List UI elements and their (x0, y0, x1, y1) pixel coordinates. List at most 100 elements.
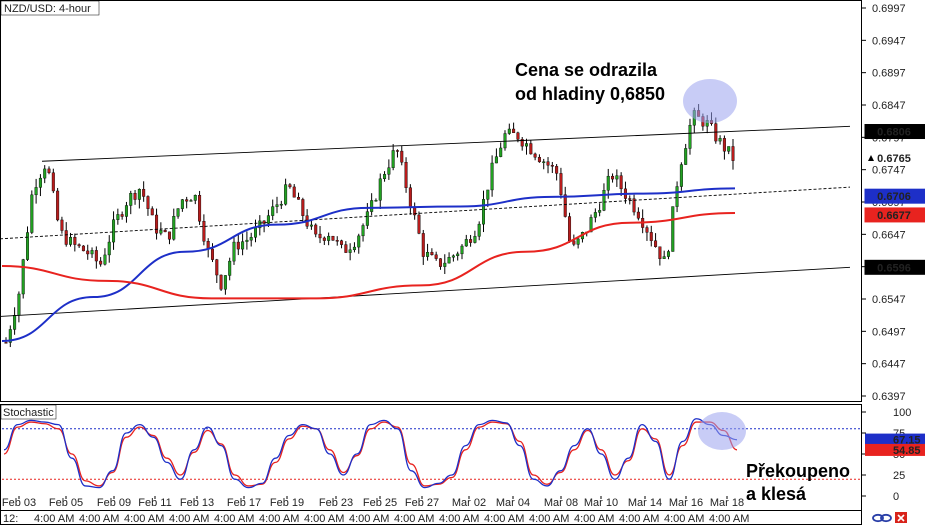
candle-body (645, 227, 649, 233)
candle-body (292, 186, 296, 198)
time-label: 4:00 AM (304, 513, 344, 525)
candle (525, 138, 529, 155)
candle (219, 274, 223, 291)
candle-body (314, 224, 318, 235)
candle-body (542, 161, 546, 163)
candle-body (202, 220, 206, 242)
price-tick-label: 0.6497 (872, 326, 906, 338)
candle-body (81, 245, 85, 252)
date-tick-label: Feb 05 (49, 497, 83, 509)
candle-body (124, 205, 128, 217)
candle-body (129, 193, 133, 206)
stochastic-tick-label: 100 (893, 407, 911, 419)
candle (198, 190, 202, 225)
candle (99, 257, 103, 267)
candle (322, 236, 326, 245)
time-label: 4:00 AM (34, 513, 74, 525)
candle (679, 162, 683, 191)
candle (559, 167, 563, 199)
candle (30, 190, 34, 235)
candle-body (555, 166, 559, 174)
candle-body (56, 190, 60, 221)
candle (245, 231, 249, 250)
candle-body (17, 293, 21, 316)
candle (361, 223, 365, 242)
candle-body (688, 124, 692, 149)
candle (301, 197, 305, 222)
price-label-bg (864, 259, 925, 275)
stochastic-d-line (3, 421, 738, 487)
date-tick-label: Feb 25 (363, 497, 397, 509)
candle-body (90, 250, 94, 255)
date-tick-label: Feb 23 (319, 497, 353, 509)
time-label: 4:00 AM (709, 513, 749, 525)
candle (628, 195, 632, 205)
candle-body (21, 259, 25, 295)
candle-body (619, 175, 623, 190)
candle (718, 135, 722, 145)
price-label: 0.6806 (864, 124, 925, 140)
candle-body (112, 219, 116, 243)
candle (318, 226, 322, 244)
candle-body (589, 217, 593, 233)
candle-body (469, 239, 473, 243)
candle (81, 245, 85, 252)
candle (335, 236, 339, 246)
candle (477, 221, 481, 241)
candle-body (636, 211, 640, 219)
candle (671, 206, 675, 252)
candle (249, 232, 253, 247)
candle (598, 203, 602, 217)
candle-body (408, 187, 412, 208)
stochastic-k-line (3, 418, 738, 489)
candle (228, 257, 232, 281)
candle-body (628, 198, 632, 200)
candle (611, 173, 615, 183)
candle-body (331, 235, 335, 241)
price-label: 0.6677 (864, 207, 925, 223)
date-tick-label: Mar 04 (496, 497, 530, 509)
candle-body (395, 150, 399, 152)
stochastic-tick-label: 25 (893, 470, 905, 482)
candle (529, 140, 533, 155)
candle-body (632, 198, 636, 213)
candle (314, 223, 318, 238)
date-tick-label: Feb 11 (138, 497, 171, 509)
candle (43, 165, 47, 184)
candle (137, 188, 141, 209)
candle (722, 135, 726, 160)
candle (271, 199, 275, 221)
candle-body (654, 240, 658, 247)
candle-body (378, 178, 382, 201)
candle (602, 183, 606, 212)
candle (284, 178, 288, 206)
candle-body (189, 200, 193, 202)
candle-body (602, 190, 606, 211)
stochastic-title: Stochastic (3, 407, 54, 419)
candle (555, 164, 559, 181)
candle (469, 234, 473, 247)
candle-body (43, 168, 47, 179)
time-label: 4:00 AM (259, 513, 299, 525)
candle (279, 200, 283, 210)
candle (563, 186, 567, 218)
middle-channel-line (0, 186, 851, 240)
date-tick-label: Feb 13 (180, 497, 214, 509)
date-tick-label: Mar 02 (452, 497, 486, 509)
close-icon[interactable] (895, 512, 907, 523)
candle-body (658, 246, 662, 259)
candle-body (533, 153, 537, 158)
price-tick-label: 0.6947 (872, 35, 906, 47)
candle-body (593, 212, 597, 218)
candle-body (718, 138, 722, 142)
candle-body (64, 230, 68, 245)
time-label: 4:00 AM (169, 513, 209, 525)
stochastic-value-bg (865, 433, 925, 446)
link-icon[interactable] (872, 513, 892, 523)
candle-body (172, 216, 176, 240)
candle (546, 157, 550, 174)
candle (34, 178, 38, 204)
candle (662, 250, 666, 259)
candle-body (598, 210, 602, 213)
date-tick-label: Feb 19 (270, 497, 304, 509)
